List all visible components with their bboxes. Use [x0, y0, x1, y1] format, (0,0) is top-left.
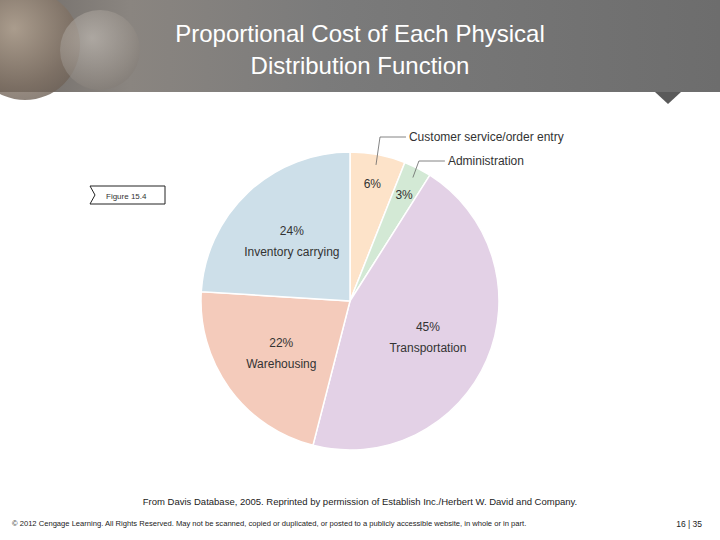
header-decoration — [60, 10, 140, 90]
data-label: 22% — [269, 336, 293, 350]
leader-line — [413, 161, 445, 178]
category-label: Inventory carrying — [244, 245, 339, 259]
page-number: 16 | 35 — [676, 519, 702, 529]
figure-label: Figure 15.4 — [90, 186, 165, 204]
pie-slice — [201, 292, 350, 446]
data-label: 24% — [280, 224, 304, 238]
source-note: From Davis Database, 2005. Reprinted by … — [0, 496, 720, 507]
category-label: Customer service/order entry — [409, 130, 564, 144]
chart: Figure 15.4 6% Customer service/order entr… — [0, 0, 720, 540]
data-label: 6% — [364, 177, 382, 191]
category-label: Administration — [448, 154, 524, 168]
category-label: Warehousing — [246, 357, 316, 371]
pie-labels: 6% Customer service/order entry 3% Administ… — [244, 130, 564, 371]
copyright: © 2012 Cengage Learning. All Rights Rese… — [12, 519, 526, 528]
category-label: Transportation — [389, 341, 466, 355]
pie-slice — [201, 152, 350, 301]
figure-label-box — [90, 186, 165, 204]
data-label: 45% — [416, 320, 440, 334]
header-notch — [655, 92, 681, 104]
data-label: 3% — [395, 188, 413, 202]
leader-line — [376, 137, 406, 165]
title: Proportional Cost of Each Physical Distr… — [120, 18, 600, 82]
figure-label-text: Figure 15.4 — [106, 192, 147, 201]
pie-slices — [201, 152, 499, 450]
